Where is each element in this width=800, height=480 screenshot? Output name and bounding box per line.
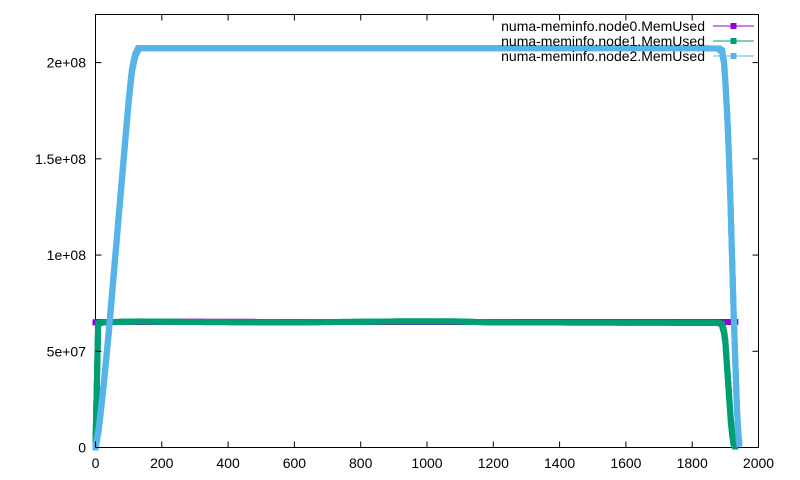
x-tick-label: 1000 [411,455,442,471]
legend-label: numa-meminfo.node1.MemUsed [501,33,705,49]
legend-entry: numa-meminfo.node0.MemUsed [501,18,754,34]
series-1 [92,318,739,451]
plot-frame [95,14,759,448]
series-layer [92,45,743,451]
axes-layer: 0 200 400 600 800 1000 1200 1400 1600 1800 2000 0 5e… [35,14,774,471]
x-tick-label: 1400 [544,455,575,471]
data-point [732,443,739,450]
y-tick-label: 0 [78,440,86,456]
series-2 [92,45,743,451]
x-tick-label: 600 [283,455,307,471]
x-tick-label: 1800 [677,455,708,471]
x-tick-label: 1200 [478,455,509,471]
legend-marker [730,53,737,59]
series-line [95,47,740,448]
series-line [95,320,736,448]
legend-entry: numa-meminfo.node1.MemUsed [501,33,754,49]
y-tick-label: 5e+07 [47,343,87,359]
x-tick-label: 2000 [743,455,774,471]
legend-entry: numa-meminfo.node2.MemUsed [501,48,754,64]
x-tick-label: 200 [150,455,174,471]
y-tick-label: 2e+08 [47,55,87,71]
x-tick-label: 0 [92,455,100,471]
legend-marker [730,38,737,44]
y-tick-label: 1.5e+08 [35,151,86,167]
x-tick-label: 800 [349,455,373,471]
x-tick-label: 1600 [610,455,641,471]
y-tick-label: 1e+08 [47,247,87,263]
legend-label: numa-meminfo.node2.MemUsed [501,48,705,64]
data-point [736,440,743,447]
legend: numa-meminfo.node0.MemUsednuma-meminfo.n… [501,18,754,64]
legend-label: numa-meminfo.node0.MemUsed [501,18,705,34]
legend-marker [730,23,737,29]
x-tick-label: 400 [216,455,240,471]
